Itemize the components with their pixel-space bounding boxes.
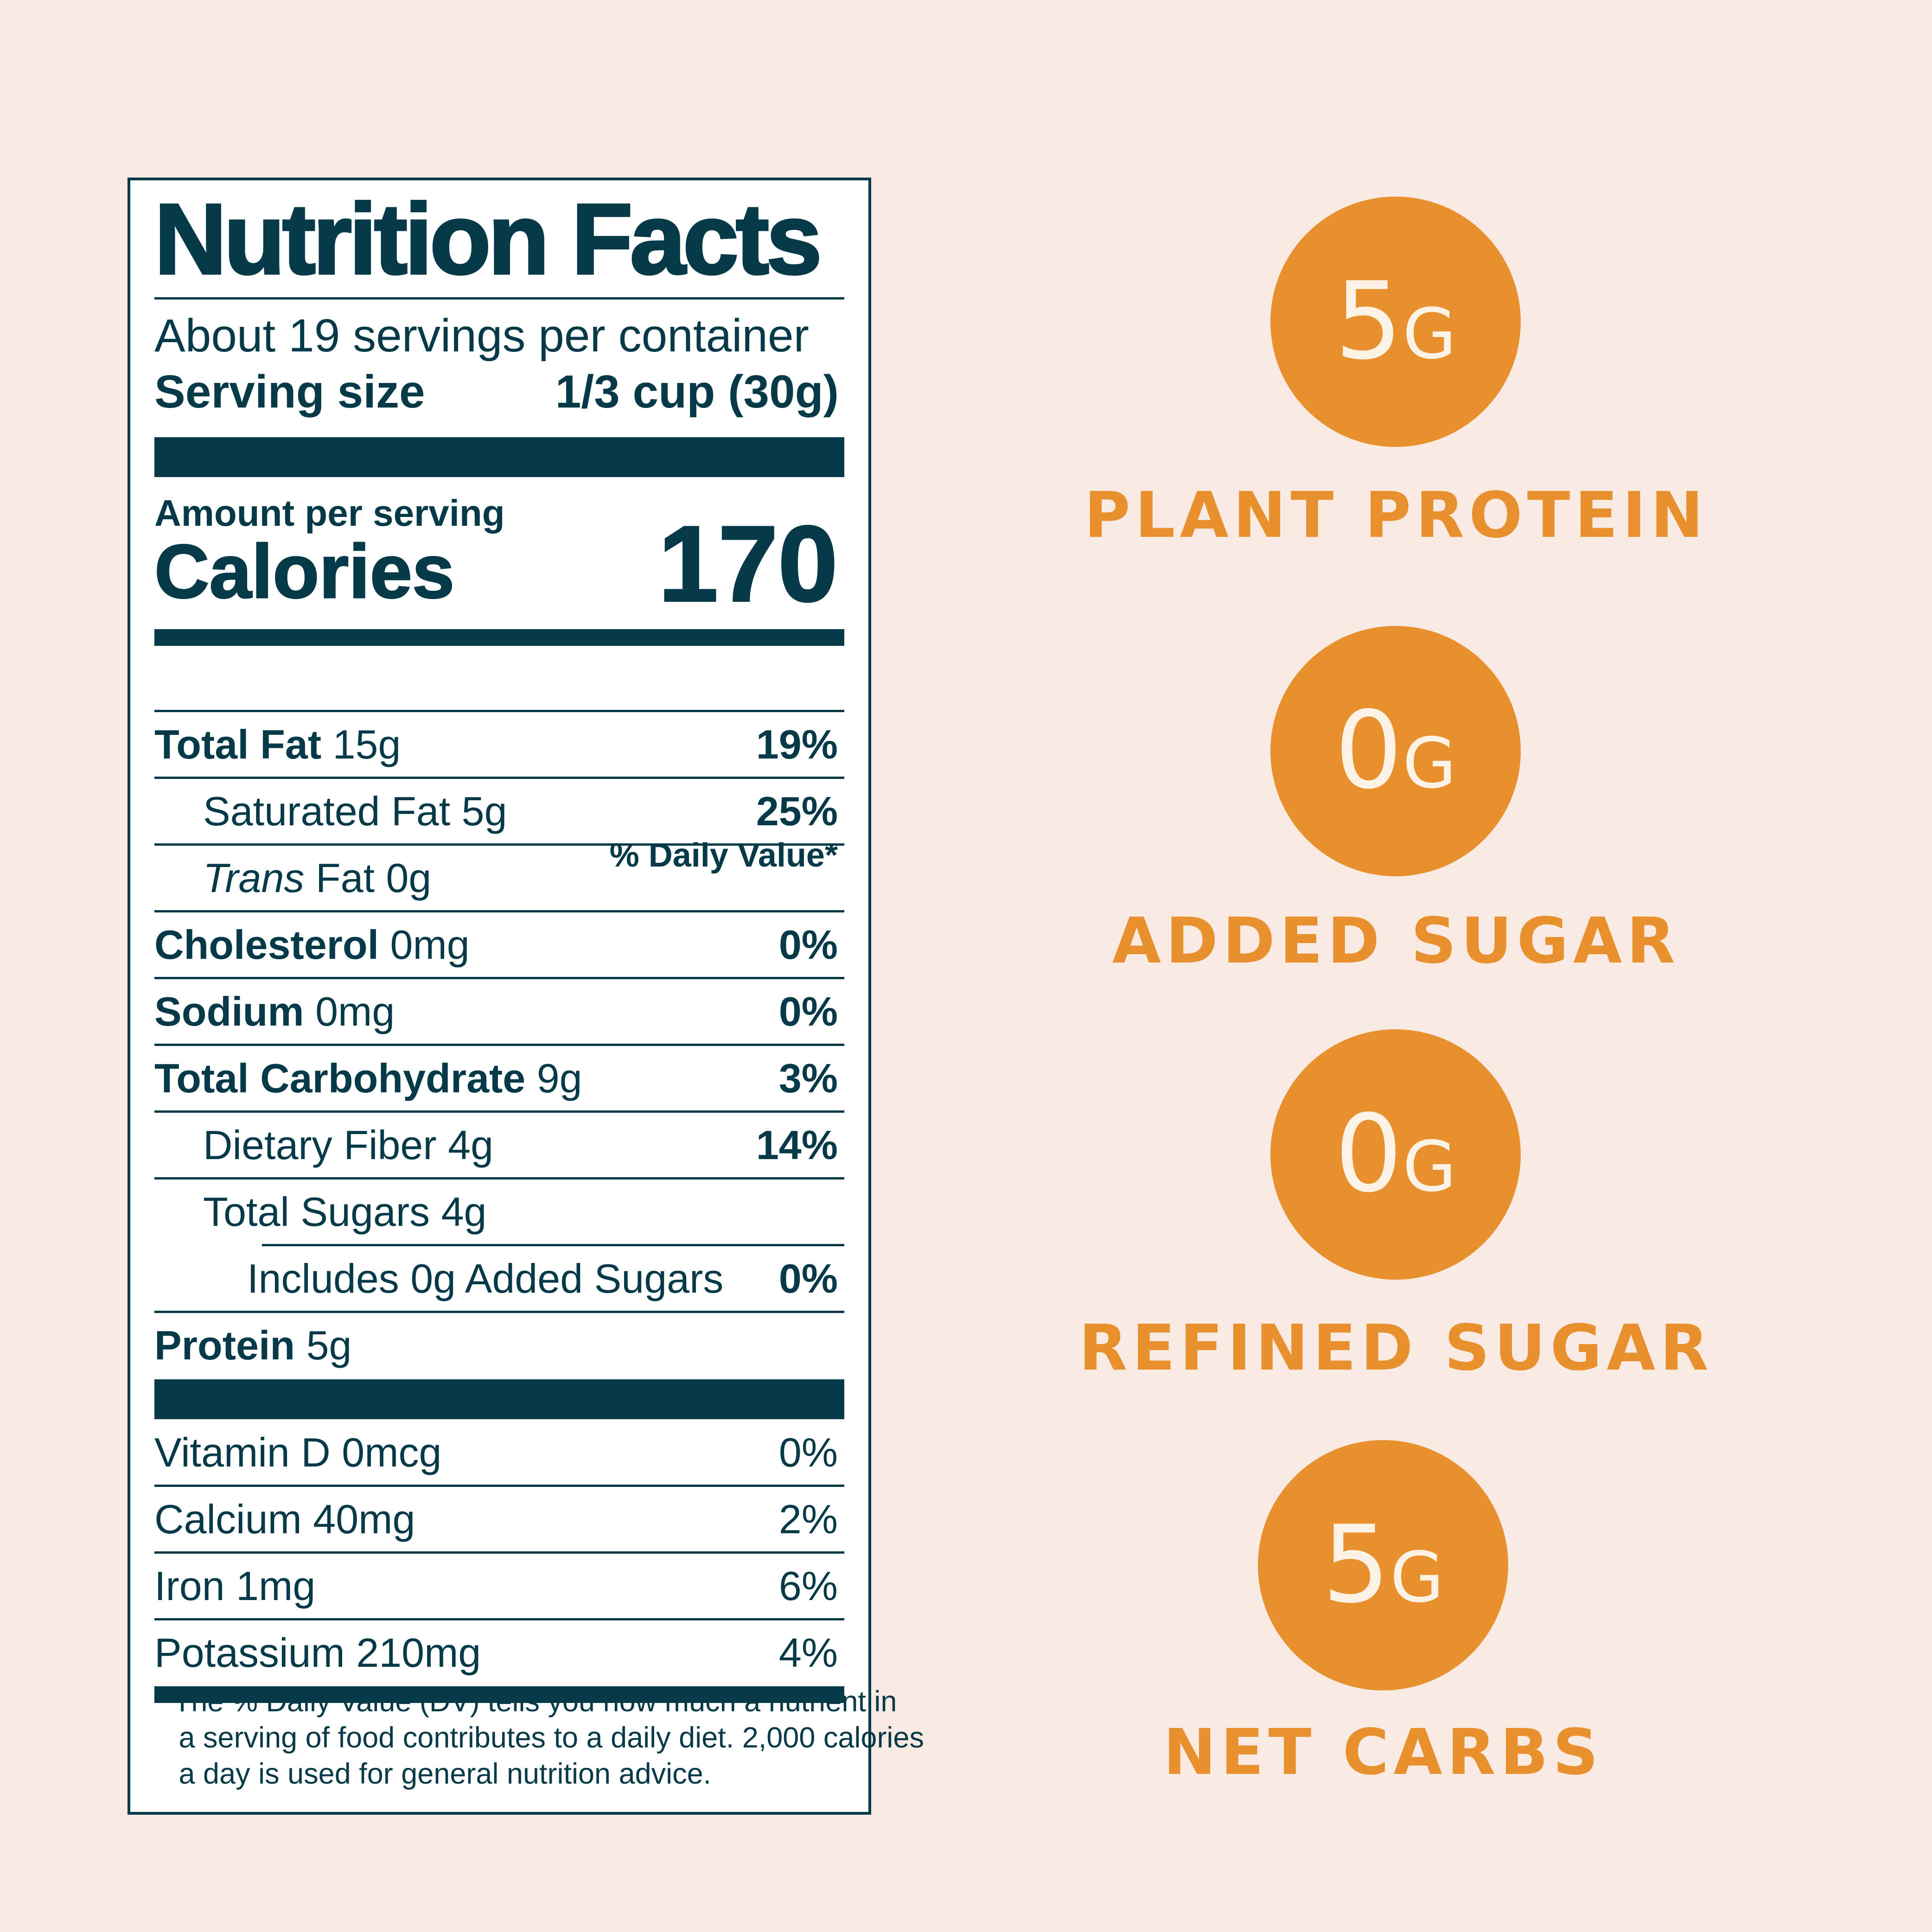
nutrient-dv: 19% — [756, 721, 838, 767]
nutrient-amount: 15g — [332, 721, 401, 767]
nutrient-name: Total Sugars — [203, 1189, 430, 1235]
medium-divider — [154, 1686, 844, 1703]
nutrient-name: Dietary Fiber — [203, 1122, 437, 1168]
nutrient-dv: 25% — [756, 788, 838, 834]
row-divider — [154, 1485, 844, 1487]
divider — [154, 710, 844, 712]
nutrient-name: Potassium — [154, 1630, 345, 1676]
row-divider — [154, 910, 844, 912]
nutrient-name: Includes 0g Added Sugars — [247, 1256, 724, 1301]
medium-divider — [154, 629, 844, 646]
caption-plant-protein: PLANT PROTEIN — [1084, 479, 1708, 552]
row-divider — [154, 1311, 844, 1313]
nutrient-name: Trans — [203, 855, 305, 901]
thick-divider — [154, 437, 844, 477]
row-added-sugars: Includes 0g Added Sugars 0% — [154, 1246, 844, 1311]
row-trans-fat: Trans Fat 0g — [154, 846, 844, 910]
caption-refined-sugar: REFINED SUGAR — [1078, 1312, 1714, 1385]
nutrient-amount: 0mcg — [342, 1429, 442, 1475]
row-iron: Iron 1mg 6% — [154, 1554, 844, 1618]
label-title: Nutrition Facts — [153, 183, 823, 295]
nutrient-dv: 0% — [778, 988, 838, 1034]
row-divider — [154, 1044, 844, 1046]
row-total-carbohydrate: Total Carbohydrate 9g 3% — [154, 1046, 844, 1110]
nutrient-name: Calcium — [154, 1496, 302, 1542]
servings-per-container: About 19 servings per container — [154, 310, 809, 362]
serving-size-label: Serving size — [154, 366, 425, 418]
badge-value: 5G — [1322, 1503, 1444, 1627]
row-protein: Protein 5g — [154, 1313, 844, 1377]
badge-value: 5G — [1334, 260, 1457, 383]
nutrient-name: Vitamin D — [154, 1429, 331, 1475]
thick-divider — [154, 1379, 844, 1419]
nutrient-dv: 6% — [778, 1563, 838, 1609]
row-potassium: Potassium 210mg 4% — [154, 1620, 844, 1685]
nutrient-amount: 5g — [461, 788, 507, 834]
row-divider — [154, 1618, 844, 1620]
badge-plant-protein: 5G — [1270, 197, 1521, 447]
calories-value: 170 — [657, 504, 839, 624]
badge-net-carbs: 5G — [1258, 1440, 1508, 1690]
row-total-fat: Total Fat 15g 19% — [154, 712, 844, 777]
nutrient-amount: 210mg — [356, 1630, 481, 1676]
row-divider — [154, 1551, 844, 1554]
badge-value: 0G — [1334, 689, 1457, 813]
serving-size: Serving size 1/3 cup (30g) — [154, 369, 844, 415]
nutrient-amount: 0mg — [390, 922, 470, 968]
nutrient-name: Iron — [154, 1563, 225, 1609]
row-calcium: Calcium 40mg 2% — [154, 1487, 844, 1551]
nutrient-dv: 14% — [756, 1122, 838, 1168]
badge-refined-sugar: 0G — [1270, 1029, 1521, 1280]
calories-label: Calories — [153, 529, 455, 614]
row-divider — [154, 1110, 844, 1113]
nutrient-name: Protein — [154, 1322, 295, 1368]
nutrient-amount: 5g — [306, 1322, 352, 1368]
row-saturated-fat: Saturated Fat 5g 25% — [154, 779, 844, 843]
nutrient-dv: 0% — [778, 1256, 838, 1301]
amount-per-serving: Amount per serving — [154, 492, 505, 534]
nutrient-amount: 4g — [448, 1122, 494, 1168]
row-divider — [154, 1177, 844, 1180]
row-sodium: Sodium 0mg 0% — [154, 979, 844, 1044]
row-divider — [154, 977, 844, 979]
nutrition-facts-label: Nutrition Facts About 19 servings per co… — [128, 178, 924, 1815]
serving-size-value: 1/3 cup (30g) — [555, 366, 839, 418]
nutrient-dv: 0% — [778, 1429, 838, 1475]
nutrient-amount: Fat 0g — [315, 855, 432, 901]
nutrient-name: Total Fat — [154, 721, 322, 767]
nutrient-name: Saturated Fat — [203, 788, 451, 834]
nutrient-amount: 1mg — [236, 1563, 316, 1609]
divider — [154, 297, 844, 300]
nutrient-amount: 9g — [536, 1055, 582, 1101]
footnote: * The % Daily Value (DV) tells you how m… — [154, 1685, 924, 1790]
row-divider — [154, 843, 844, 846]
row-divider — [262, 1244, 844, 1246]
nutrient-amount: 4g — [441, 1189, 487, 1235]
nutrient-name: Total Carbohydrate — [154, 1055, 526, 1101]
nutrient-dv: 2% — [778, 1496, 838, 1542]
badge-value: 0G — [1334, 1092, 1457, 1216]
nutrient-amount: 0mg — [315, 988, 395, 1034]
badge-added-sugar: 0G — [1270, 626, 1521, 876]
nutrient-name: Cholesterol — [154, 922, 379, 968]
nutrient-amount: 40mg — [313, 1496, 415, 1542]
nutrient-dv: 0% — [778, 922, 838, 968]
row-divider — [154, 777, 844, 779]
caption-added-sugar: ADDED SUGAR — [1112, 905, 1680, 978]
row-dietary-fiber: Dietary Fiber 4g 14% — [154, 1113, 844, 1177]
row-vitamin-d: Vitamin D 0mcg 0% — [154, 1420, 844, 1485]
nutrient-dv: 4% — [778, 1630, 838, 1676]
nutrient-dv: 3% — [778, 1055, 838, 1101]
row-cholesterol: Cholesterol 0mg 0% — [154, 912, 844, 977]
nutrient-name: Sodium — [154, 988, 304, 1034]
caption-net-carbs: NET CARBS — [1163, 1716, 1603, 1789]
row-total-sugars: Total Sugars 4g — [154, 1180, 844, 1244]
